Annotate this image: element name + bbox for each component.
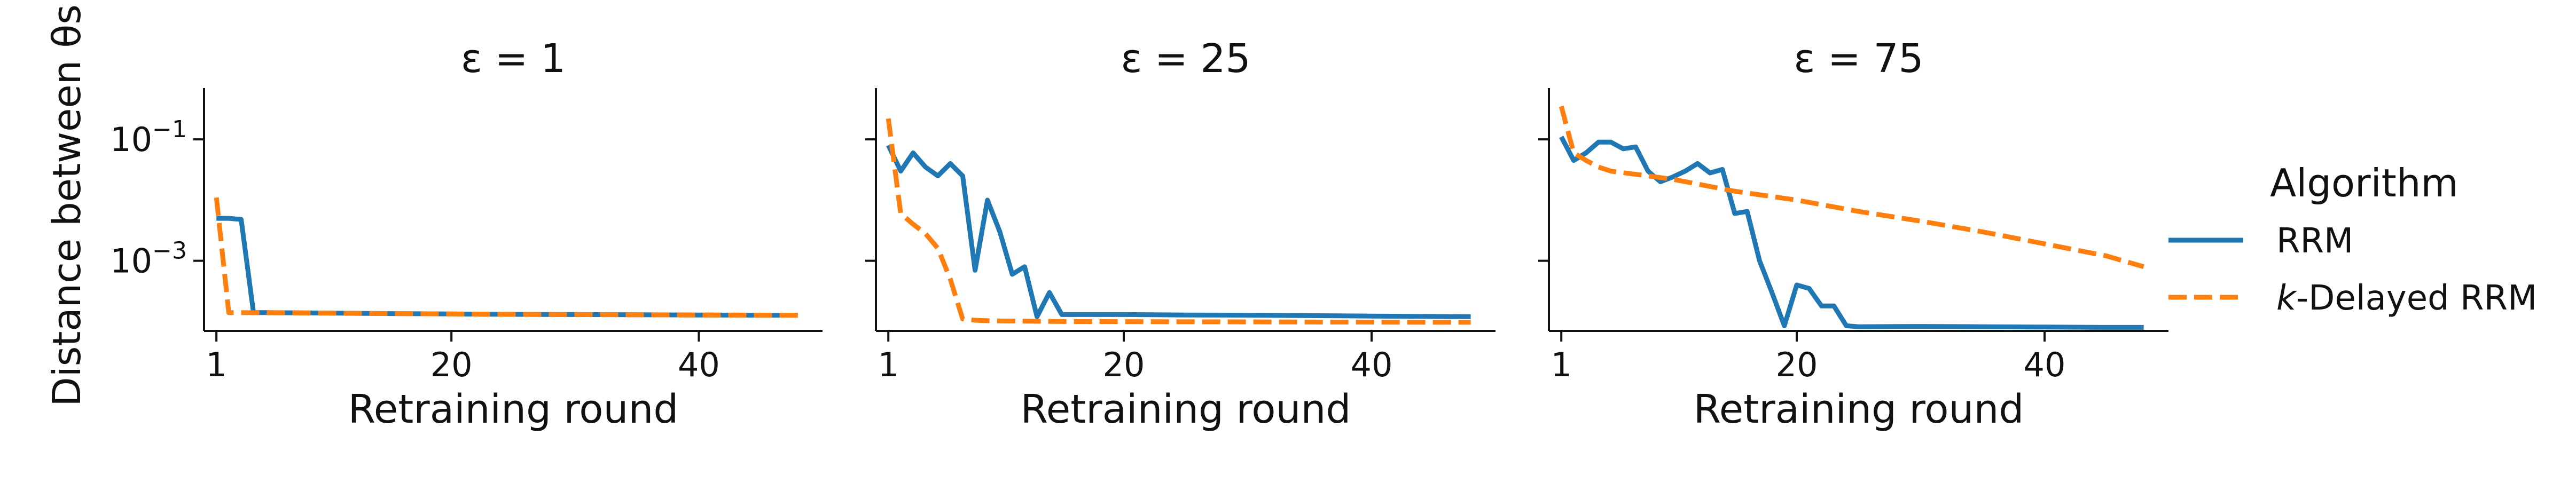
- x-tick-label: 40: [1351, 345, 1393, 384]
- x-tick-label: 1: [878, 345, 898, 384]
- x-tick-label: 40: [2024, 345, 2066, 384]
- series-line-k-delayed-rrm: [886, 118, 1471, 325]
- subplot-title: ε = 25: [1121, 36, 1250, 82]
- x-tick-label: 1: [1551, 345, 1571, 384]
- legend-title: Algorithm: [2270, 161, 2458, 205]
- series-line-rrm: [1559, 136, 2144, 330]
- legend-label-delayed-rrm: -Delayed RRM: [2296, 279, 2537, 318]
- series-line-rrm: [216, 216, 798, 318]
- legend-label-k-delayed-rrm: k-Delayed RRM: [2276, 279, 2537, 318]
- x-tick-label: 40: [678, 345, 720, 384]
- x-tick-label: 20: [1776, 345, 1818, 384]
- legend-label-rrm: RRM: [2276, 221, 2353, 261]
- series-line-rrm: [886, 144, 1471, 319]
- y-axis-label: Distance between θs: [44, 4, 89, 407]
- x-axis-label: Retraining round: [1021, 386, 1351, 432]
- series-line-k-delayed-rrm: [214, 197, 798, 318]
- subplot-title: ε = 1: [461, 36, 566, 82]
- x-axis-label: Retraining round: [348, 386, 679, 432]
- x-tick-label: 20: [1103, 345, 1145, 384]
- legend: Algorithm RRM k-Delayed RRM: [2168, 161, 2537, 318]
- x-tick-label: 1: [206, 345, 226, 384]
- legend-label-k: k: [2276, 279, 2298, 318]
- x-axis-label: Retraining round: [1694, 386, 2024, 432]
- x-tick-label: 20: [430, 345, 473, 384]
- series-line-k-delayed-rrm: [1559, 106, 2144, 270]
- subplot-title: ε = 75: [1794, 36, 1923, 82]
- y-tick-label: 10−3: [110, 237, 187, 281]
- y-tick-label: 10−1: [110, 116, 187, 159]
